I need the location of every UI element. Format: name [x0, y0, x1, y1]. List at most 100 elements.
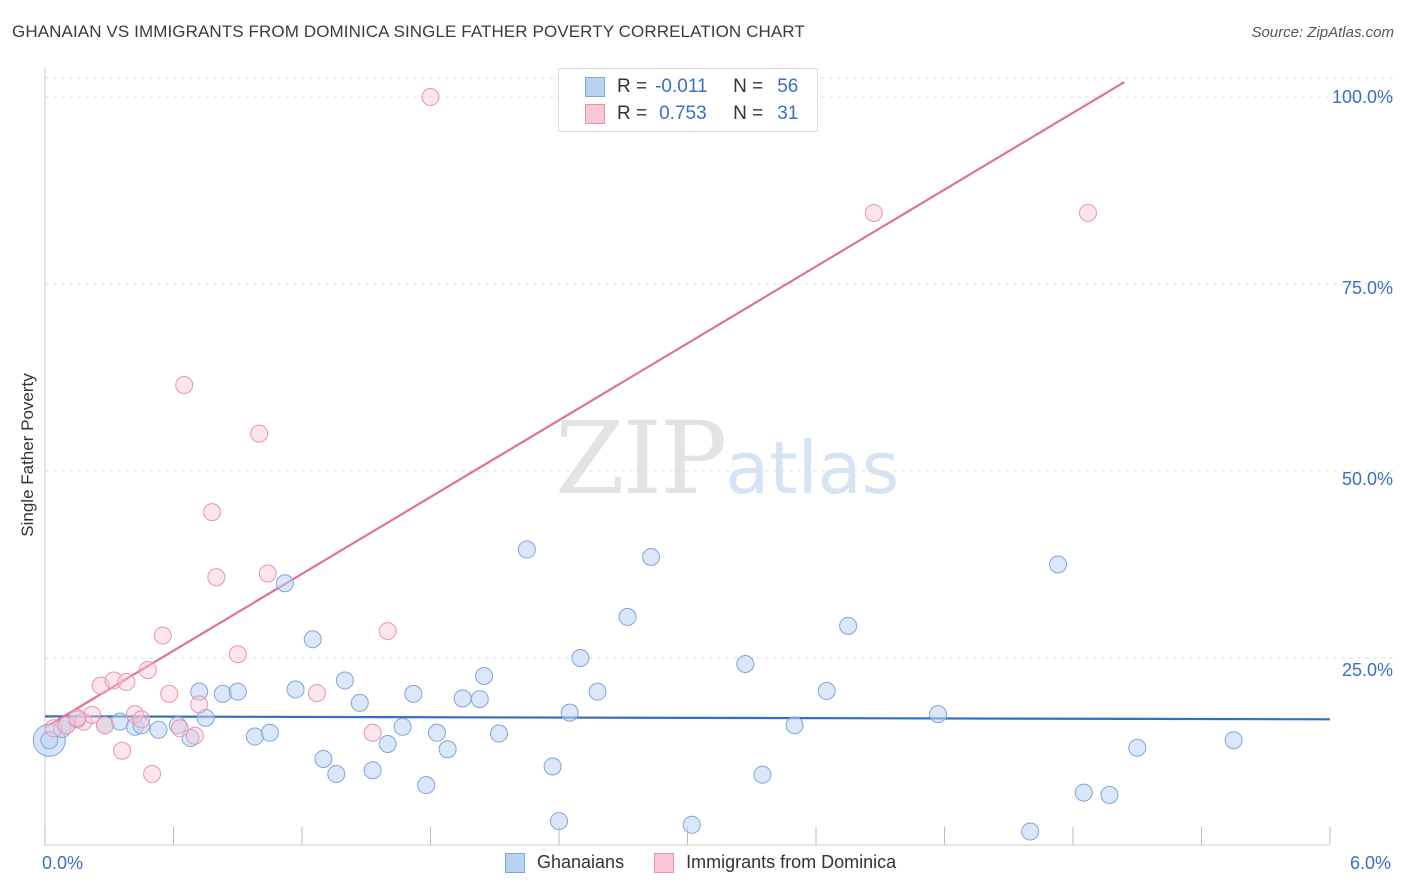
ghanaians-point [1021, 822, 1040, 841]
ghanaians-point [393, 717, 412, 736]
trend-lines [44, 81, 1331, 729]
y-axis-label: Single Father Poverty [18, 373, 37, 537]
dominica-point [258, 564, 277, 583]
dominica-point [138, 660, 157, 679]
legend-row-dominica: R = 0.753 N = 31 [585, 103, 798, 125]
source-label: Source: ZipAtlas.com [1251, 24, 1394, 41]
r-label: R = [617, 103, 648, 124]
ghanaians-point [335, 671, 354, 690]
dominica-point [250, 424, 269, 443]
ghanaians-point [40, 731, 59, 750]
dominica-point [185, 726, 204, 745]
n-value: 31 [777, 103, 799, 124]
x-min-label: 0.0% [42, 853, 84, 873]
dominica-trend-line [44, 81, 1125, 729]
dominica-point [170, 719, 189, 738]
ghanaians-point [736, 654, 755, 673]
ghanaians-point [438, 740, 457, 759]
ghanaians-point [260, 723, 279, 742]
r-value: -0.011 [655, 76, 708, 97]
ghanaians-point [517, 540, 536, 559]
dominica-point [190, 695, 209, 714]
ghanaians-point [327, 764, 346, 783]
dominica-point [153, 626, 172, 645]
ghanaians-swatch [585, 77, 605, 97]
ghanaians-point [275, 574, 294, 593]
ghanaians-point [404, 684, 423, 703]
ghanaians-point [1224, 731, 1243, 750]
ghanaians-point [132, 716, 151, 735]
ghanaians-point [245, 727, 264, 746]
ghanaians-point [490, 724, 509, 743]
dominica-point [203, 503, 222, 522]
n-label: N = [733, 103, 764, 124]
watermark-zip: ZIP [555, 400, 727, 517]
dominica-point [113, 741, 132, 760]
axes [44, 68, 1331, 846]
n-label: N = [733, 76, 764, 97]
ghanaians-point [785, 716, 804, 735]
ghanaians-point [303, 630, 322, 649]
ghanaians-point [839, 616, 858, 635]
ghanaians-point [1049, 555, 1068, 574]
r-value: 0.753 [659, 103, 707, 124]
y-tick-50: 50.0% [1341, 469, 1393, 489]
ghanaians-point [618, 607, 637, 626]
x-max-label: 6.0% [1350, 853, 1392, 873]
ghanaians-point [470, 690, 489, 709]
ghanaians-point [642, 548, 661, 567]
dominica-point [378, 622, 397, 641]
dominica-point [1078, 203, 1097, 222]
dominica-point [95, 716, 114, 735]
dominica-point [864, 203, 883, 222]
watermark: ZIPatlas [555, 400, 899, 517]
ghanaians-point [110, 712, 129, 731]
ghanaians-legend-label: Ghanaians [537, 852, 625, 872]
ghanaians-point [929, 705, 948, 724]
dominica-point [132, 710, 151, 729]
ghanaians-point [314, 749, 333, 768]
ghanaians-point [453, 689, 472, 708]
dominica-point [117, 672, 136, 691]
dominica-legend-label: Immigrants from Dominica [686, 852, 897, 872]
dominica-point [143, 764, 162, 783]
dominica-point [104, 671, 123, 690]
ghanaians-point [417, 776, 436, 795]
ghanaians-point [350, 693, 369, 712]
ghanaians-point [560, 703, 579, 722]
ghanaians-point [363, 761, 382, 780]
ghanaians-point [378, 735, 397, 754]
dominica-point [68, 708, 87, 727]
ghanaians-point [168, 716, 187, 735]
chart-title: GHANAIAN VS IMMIGRANTS FROM DOMINICA SIN… [12, 22, 805, 41]
r-label: R = [617, 76, 648, 97]
ghanaians-point [550, 812, 568, 831]
legend-row-ghanaians: R = -0.011 N = 56 [585, 76, 798, 98]
ghanaians-point [753, 765, 772, 784]
ghanaians-point [228, 682, 247, 701]
y-tick-100: 100.0% [1331, 87, 1393, 107]
correlation-legend: R = -0.011 N = 56 R = 0.753 N = 31 [558, 68, 818, 132]
ghanaians-point [1100, 785, 1119, 804]
watermark-atlas: atlas [725, 426, 900, 510]
dominica-point [421, 88, 440, 106]
ghanaians-point [1074, 783, 1093, 802]
dominica-point [175, 375, 194, 394]
dominica-point [57, 716, 76, 735]
y-tick-25: 25.0% [1341, 660, 1393, 680]
ghanaians-point [1128, 738, 1147, 757]
dominica-point [307, 684, 326, 703]
legend-item-ghanaians: Ghanaians [505, 852, 624, 873]
ghanaians-point [682, 815, 701, 834]
dominica-point [160, 684, 179, 703]
dominica-points [44, 88, 1097, 783]
ghanaians-point [427, 723, 446, 742]
y-tick-75: 75.0% [1341, 278, 1393, 298]
ghanaians-point [588, 682, 607, 701]
ghanaians-point [543, 757, 562, 776]
dominica-point [83, 705, 102, 724]
dominica-point [207, 568, 226, 587]
ghanaians-point [190, 682, 209, 701]
ghanaians-trend-line [44, 715, 1331, 721]
